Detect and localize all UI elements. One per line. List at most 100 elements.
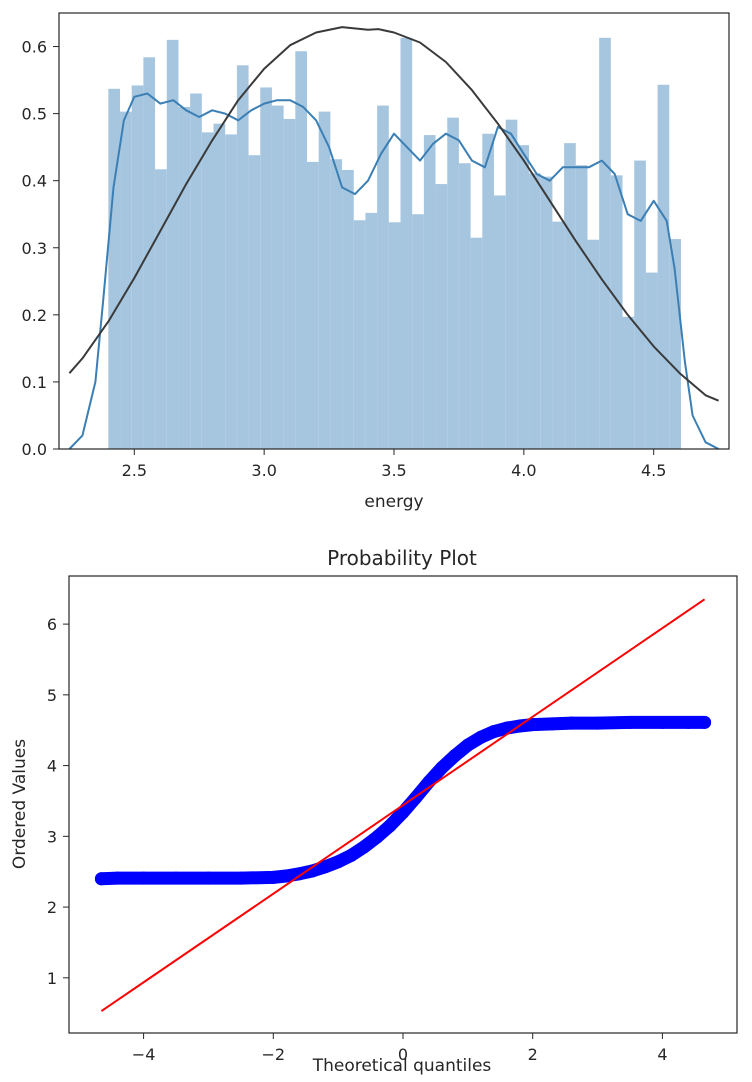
histogram-bar [599,37,611,450]
histogram-bar [610,175,623,449]
histogram-bar [131,85,144,449]
x-axis-label: energy [364,492,423,512]
histogram-bar [271,105,284,449]
histogram-bar [108,88,121,449]
histogram-bar [458,163,471,449]
sample-point [591,716,605,730]
sample-point [111,871,125,885]
x-tick-label: −2 [261,1045,285,1064]
histogram-bar [634,160,646,450]
histogram-bar [353,220,366,449]
histogram-bar [575,165,588,449]
x-axis-ticks: −4 −2 0 2 4 [132,1033,668,1064]
histogram-bar [493,195,506,449]
x-tick-label: 0 [398,1045,408,1064]
least-squares-fit-line [100,598,706,1012]
histogram-bar [377,105,389,449]
histogram-bar [435,184,448,450]
chart-title: Probability Plot [327,546,477,570]
sample-point [234,871,248,885]
histogram-bar [669,239,681,449]
sample-point [201,871,215,885]
histogram-bar [365,212,378,449]
histogram-bar [295,51,308,449]
x-tick-label: −4 [132,1045,156,1064]
y-tick-label: 3 [47,827,57,846]
histogram-bars [108,37,681,450]
sample-point [94,872,108,886]
sample-point [383,819,397,833]
histogram-bar [213,123,226,449]
histogram-bar [283,118,296,449]
sample-point [169,871,183,885]
sample-point [357,840,371,854]
sample-point [331,855,345,869]
sample-point [435,761,449,775]
histogram-bar [587,239,600,449]
y-tick-label: 0.5 [22,105,47,124]
sample-point [655,715,669,729]
normal-fit-curve [68,26,719,402]
x-tick-label: 4 [657,1045,667,1064]
x-tick-label: 3.0 [251,461,276,480]
histogram-bar [236,65,249,449]
fit-line [100,598,706,1012]
histogram-bar [412,214,424,449]
sample-point [623,715,637,729]
energy-distribution-chart: 2.5 3.0 3.5 4.0 4.5 0.0 0.1 0.2 0.3 0.4 0.5 0.6 en… [22,12,730,512]
histogram-bar [482,133,494,449]
histogram-bar [505,119,518,449]
histogram-bar [342,169,354,449]
histogram-bar [155,169,167,449]
histogram-bar [447,117,459,449]
ordered-value-points [94,715,712,886]
sample-point [500,721,514,735]
sample-point [545,717,559,731]
histogram-bar [330,159,343,449]
histogram-bar [657,84,670,449]
y-axis-ticks: 1 2 3 4 5 6 [47,615,69,988]
histogram-bar [318,111,331,449]
y-axis-ticks: 0.0 0.1 0.2 0.3 0.4 0.5 0.6 [22,38,59,459]
x-axis-label: Theoretical quantiles [312,1056,492,1076]
histogram-bar [645,272,658,449]
sample-point [461,738,475,752]
sample-point [698,715,712,729]
histogram-bar [622,316,635,449]
histogram-bar [225,134,237,449]
histogram-bar [260,87,272,449]
y-tick-label: 0.3 [22,239,47,258]
histogram-bar [248,155,261,450]
sample-point [305,864,319,878]
sample-point [318,860,332,874]
x-tick-label: 2 [528,1045,538,1064]
density-lines [68,26,720,450]
y-tick-label: 2 [47,898,57,917]
y-tick-label: 0.6 [22,38,47,57]
y-tick-label: 0.2 [22,306,47,325]
histogram-bar [190,93,202,449]
histogram-bar [120,111,132,449]
y-tick-label: 1 [47,969,57,988]
sample-point [137,871,151,885]
y-axis-label: Ordered Values [10,739,30,869]
histogram-bar [529,173,541,449]
histogram-bar [517,145,530,449]
histogram-bar [552,221,565,449]
histogram-bar [388,222,401,449]
y-tick-label: 5 [47,686,57,705]
sample-point [396,805,410,819]
y-tick-label: 0.1 [22,373,47,392]
sample-point [344,848,358,862]
kde-curve [68,92,720,450]
sample-point [487,725,501,739]
histogram-bar [400,37,413,450]
x-tick-label: 2.5 [122,461,147,480]
probability-plot-chart: Probability Plot −4 −2 0 2 4 1 2 3 4 5 6 Theoreti… [10,546,738,1076]
y-tick-label: 6 [47,615,57,634]
y-tick-label: 0.4 [22,172,47,191]
histogram-bar [166,39,179,449]
x-tick-label: 3.5 [381,461,406,480]
sample-point [681,715,695,729]
sample-point [565,716,579,730]
